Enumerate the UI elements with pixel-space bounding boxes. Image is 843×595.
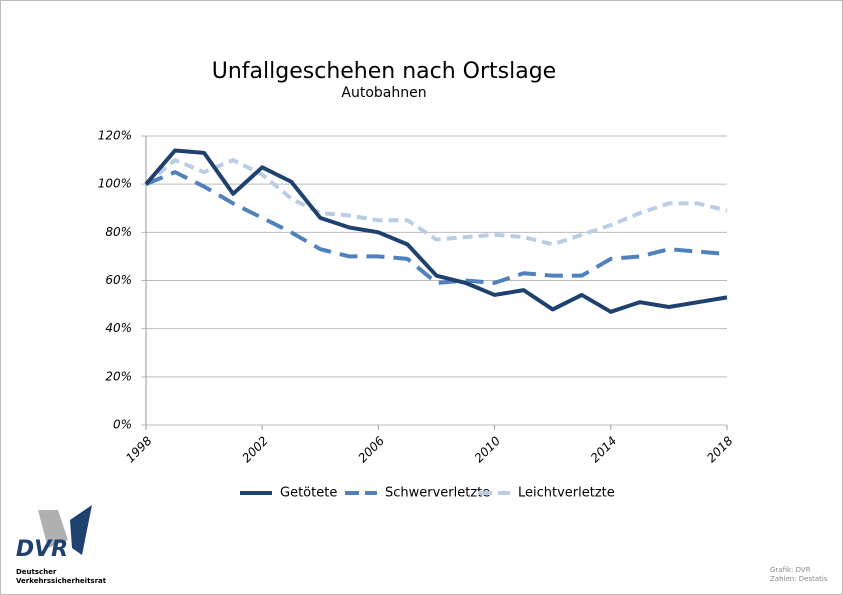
y-tick-label: 0%: [113, 418, 132, 432]
chart-subtitle: Autobahnen: [341, 85, 426, 101]
logo-shape: [38, 510, 68, 548]
y-tick-label: 120%: [98, 129, 132, 143]
y-tick-label: 20%: [105, 369, 132, 383]
series-line: [145, 170, 728, 285]
legend-item: Schwerverletzte: [345, 486, 490, 501]
legend-label: Getötete: [280, 486, 337, 501]
y-tick-label: 60%: [105, 273, 132, 287]
credit: Zahlen: Destatis: [770, 575, 828, 583]
legend-label: Leichtverletzte: [518, 486, 615, 501]
series-line: [144, 148, 728, 314]
chart-title: Unfallgeschehen nach Ortslage: [212, 59, 556, 84]
logo-shape: [70, 505, 92, 555]
credit: Grafik: DVR: [770, 566, 811, 574]
series-line: [144, 158, 728, 247]
legend-item: Leichtverletzte: [478, 486, 615, 501]
logo-text: DVR: [16, 537, 68, 562]
logo-caption: Deutscher: [16, 568, 57, 576]
y-tick-label: 80%: [105, 225, 132, 239]
legend-item: Getötete: [240, 486, 337, 501]
y-tick-label: 40%: [105, 321, 132, 335]
logo-caption: Verkehrssicherheitsrat: [16, 577, 107, 585]
logo: DVR Deutscher Verkehrssicherheitsrat: [16, 505, 107, 585]
y-tick-label: 100%: [98, 177, 132, 191]
legend-label: Schwerverletzte: [385, 486, 490, 501]
